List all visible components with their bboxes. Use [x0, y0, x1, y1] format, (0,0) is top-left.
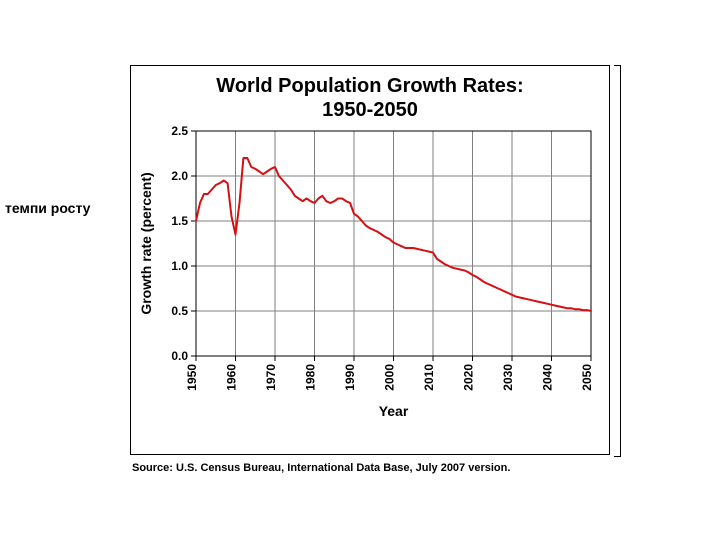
x-tick-label: 2040: [541, 364, 555, 391]
chart-svg: World Population Growth Rates:1950-2050 0…: [131, 66, 609, 454]
x-tick-label: 2030: [501, 364, 515, 391]
x-tick-label: 1960: [225, 364, 239, 391]
x-tick-label: 1950: [185, 364, 199, 391]
x-tick-label: 2010: [422, 364, 436, 391]
x-tick-label: 2020: [462, 364, 476, 391]
right-bracket-decor: [614, 65, 621, 457]
side-label: темпи росту: [5, 200, 90, 216]
y-tick-label: 0.5: [171, 304, 188, 318]
page: темпи росту World Population Growth Rate…: [0, 0, 720, 540]
y-tick-label: 1.5: [171, 214, 188, 228]
x-tick-label: 1970: [264, 364, 278, 391]
x-tick-label: 1980: [304, 364, 318, 391]
x-axis-label: Year: [379, 403, 409, 419]
y-tick-label: 0.0: [171, 349, 188, 363]
y-tick-label: 1.0: [171, 259, 188, 273]
source-caption: Source: U.S. Census Bureau, Internationa…: [132, 462, 510, 474]
x-tick-label: 2050: [580, 364, 594, 391]
chart-title-line1: World Population Growth Rates:: [216, 75, 523, 97]
y-tick-label: 2.0: [171, 169, 188, 183]
chart-title-line2: 1950-2050: [322, 99, 418, 121]
x-tick-label: 2000: [383, 364, 397, 391]
y-axis-label: Growth rate (percent): [138, 172, 154, 314]
x-tick-label: 1990: [343, 364, 357, 391]
chart-container: World Population Growth Rates:1950-2050 0…: [130, 65, 610, 455]
y-tick-label: 2.5: [171, 124, 188, 138]
